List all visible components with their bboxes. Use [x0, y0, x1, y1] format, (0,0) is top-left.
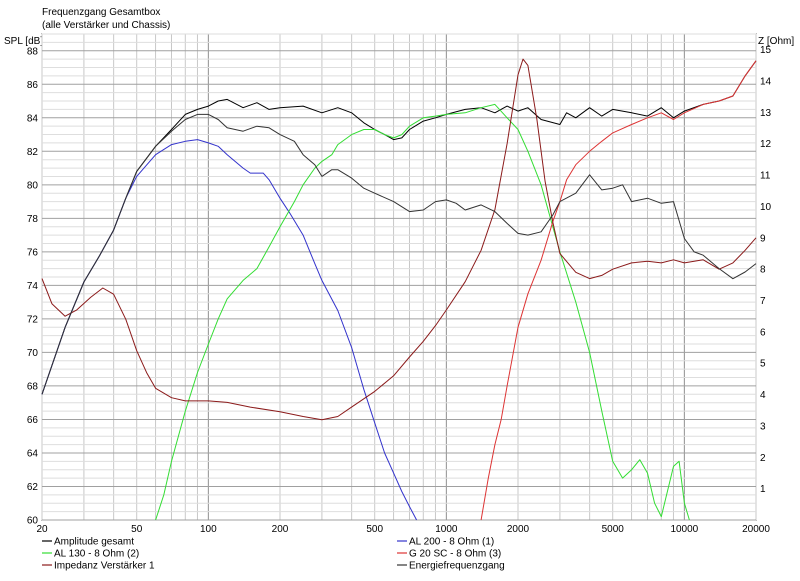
y-right-tick-label: 9	[760, 233, 766, 244]
chart-subtitle: (alle Verstärker und Chassis)	[42, 20, 170, 31]
y-right-tick-label: 15	[760, 45, 772, 56]
y-axis-label-left: SPL [dB]	[4, 36, 43, 47]
y-left-tick-label: 72	[27, 314, 39, 325]
axis-ticks: 20 50 100 200 500 1000 2000 5000 10000 2000060626…	[27, 45, 772, 535]
x-tick-label: 2000	[507, 524, 530, 535]
chart-title: Frequenzgang Gesamtbox	[42, 7, 160, 18]
y-left-tick-label: 62	[27, 482, 39, 493]
series-line-4	[480, 60, 757, 521]
series-line-1	[41, 60, 757, 395]
y-right-tick-label: 1	[760, 484, 766, 495]
y-right-tick-label: 4	[760, 390, 766, 401]
x-tick-label: 500	[366, 524, 383, 535]
y-left-tick-label: 64	[27, 448, 39, 459]
x-tick-label: 20	[36, 524, 48, 535]
x-tick-label: 5000	[602, 524, 625, 535]
x-tick-label: 20000	[742, 524, 770, 535]
y-right-tick-label: 13	[760, 108, 772, 119]
y-right-tick-label: 10	[760, 202, 772, 213]
legend-entry: Impedanz Verstärker 1	[54, 561, 155, 572]
y-right-tick-label: 6	[760, 327, 766, 338]
y-right-tick-label: 8	[760, 265, 766, 276]
y-right-tick-label: 5	[760, 359, 766, 370]
legend-entry: Energiefrequenzgang	[409, 561, 505, 572]
series-line-5	[41, 58, 757, 421]
legend: Amplitude gesamt AL 200 - 8 Ohm (1) AL 130…	[42, 537, 505, 572]
x-tick-label: 1000	[435, 524, 458, 535]
y-right-tick-label: 12	[760, 139, 772, 150]
x-tick-label: 200	[272, 524, 289, 535]
series-line-6	[41, 113, 757, 395]
y-left-tick-label: 60	[27, 516, 39, 527]
y-left-tick-label: 74	[27, 281, 39, 292]
series-line-3	[155, 103, 690, 521]
y-left-tick-label: 68	[27, 381, 39, 392]
y-left-tick-label: 84	[27, 113, 39, 124]
series-lines	[41, 58, 757, 521]
y-right-tick-label: 7	[760, 296, 766, 307]
y-right-tick-label: 14	[760, 77, 772, 88]
y-right-tick-label: 3	[760, 421, 766, 432]
y-left-tick-label: 70	[27, 348, 39, 359]
y-left-tick-label: 66	[27, 415, 39, 426]
legend-entry: G 20 SC - 8 Ohm (3)	[409, 549, 501, 560]
x-tick-label: 10000	[670, 524, 698, 535]
y-left-tick-label: 88	[27, 46, 39, 57]
y-left-tick-label: 80	[27, 180, 39, 191]
legend-entry: Amplitude gesamt	[54, 537, 134, 548]
y-left-tick-label: 86	[27, 80, 39, 91]
y-left-tick-label: 78	[27, 214, 39, 225]
legend-entry: AL 130 - 8 Ohm (2)	[54, 549, 139, 560]
y-right-tick-label: 2	[760, 453, 766, 464]
y-axis-label-right: Z [Ohm]	[758, 36, 794, 47]
x-tick-label: 100	[200, 524, 217, 535]
grid	[41, 33, 757, 521]
y-left-tick-label: 76	[27, 247, 39, 258]
legend-entry: AL 200 - 8 Ohm (1)	[409, 537, 494, 548]
x-tick-label: 50	[131, 524, 143, 535]
y-left-tick-label: 82	[27, 147, 39, 158]
y-right-tick-label: 11	[760, 171, 771, 182]
